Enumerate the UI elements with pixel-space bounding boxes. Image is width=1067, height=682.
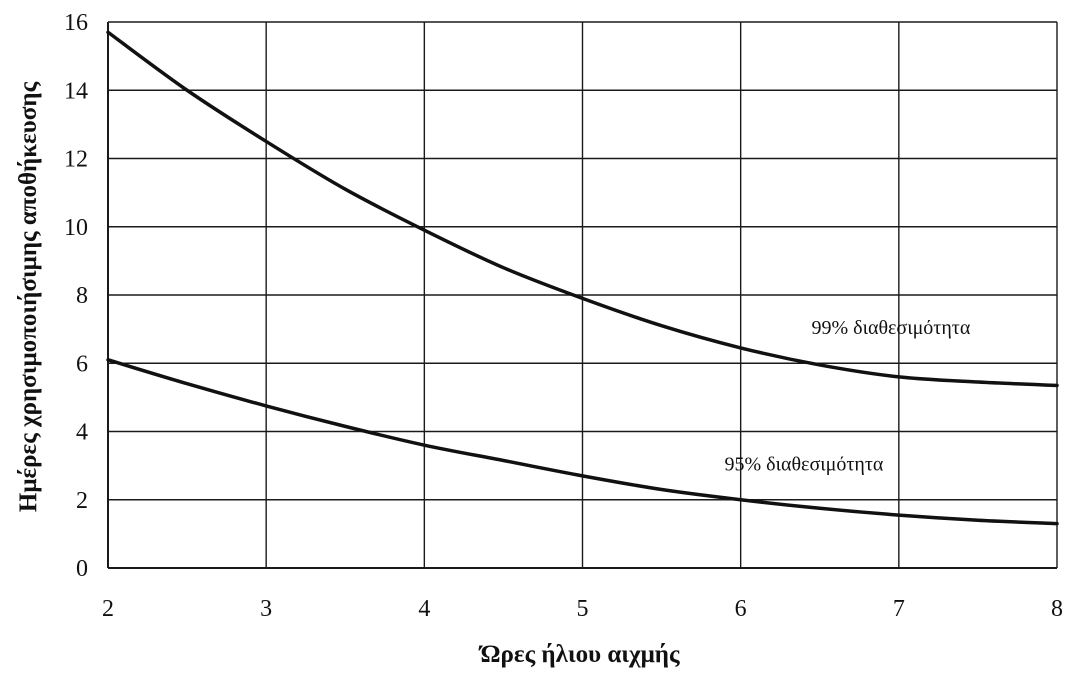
y-tick-label: 10 xyxy=(64,215,88,241)
y-tick-label: 14 xyxy=(64,78,88,104)
y-tick-label: 16 xyxy=(64,10,88,36)
x-tick-label: 8 xyxy=(1051,596,1063,622)
x-tick-label: 6 xyxy=(735,596,747,622)
grid xyxy=(108,21,1058,568)
series-line-1 xyxy=(106,30,1059,388)
x-tick-label: 3 xyxy=(260,596,272,622)
x-axis-title: Ώρες ήλιου αιχμής xyxy=(479,641,680,668)
series-line-2 xyxy=(106,358,1059,526)
y-tick-label: 8 xyxy=(76,283,88,309)
x-tick-label: 5 xyxy=(577,596,589,622)
series-label-2: 95% διαθεσιμότητα xyxy=(725,454,884,476)
y-tick-label: 6 xyxy=(76,351,88,377)
series-label-1: 99% διαθεσιμότητα xyxy=(812,317,971,339)
x-tick-label: 7 xyxy=(893,596,905,622)
series-labels: 99% διαθεσιμότητα 95% διαθεσιμότητα xyxy=(725,317,971,476)
y-tick-label: 4 xyxy=(76,420,88,446)
y-tick-label: 0 xyxy=(76,556,88,582)
y-tick-label: 2 xyxy=(76,488,88,514)
x-tick-label: 2 xyxy=(102,596,114,622)
y-tick-label: 12 xyxy=(64,147,88,173)
x-tick-label: 4 xyxy=(418,596,430,622)
y-axis-title: Ημέρες χρησιμοποιήσιμης αποθήκευσης xyxy=(15,81,42,512)
axes xyxy=(107,22,1057,569)
series-lines xyxy=(106,30,1059,526)
